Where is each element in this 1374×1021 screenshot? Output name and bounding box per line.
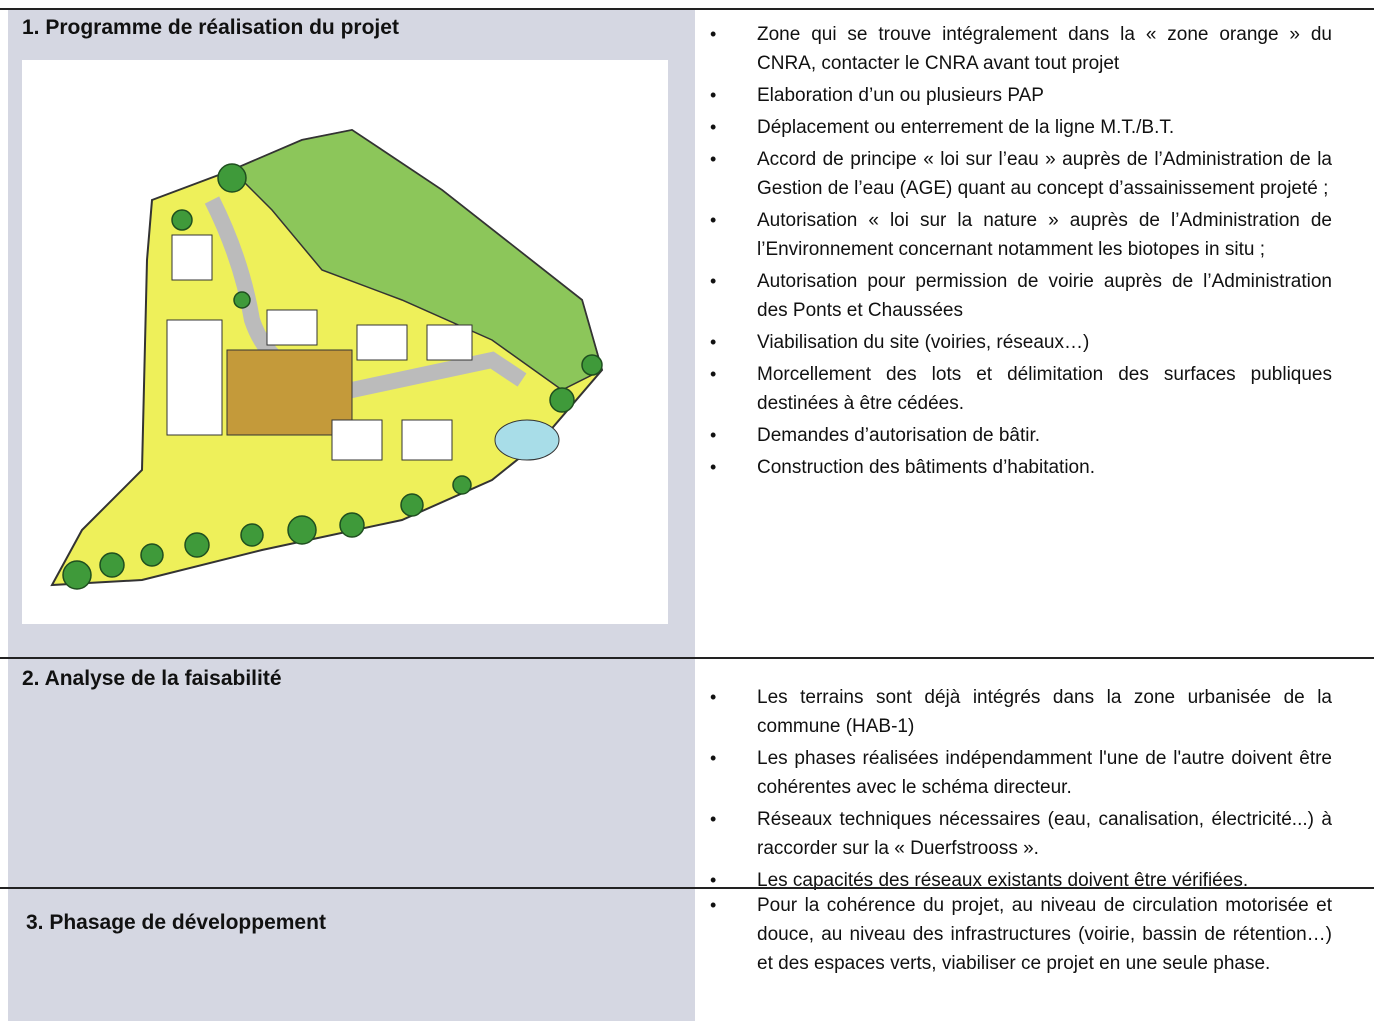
section-row: 3. Phasage de développement Pour la cohé… — [0, 887, 1374, 1021]
bullet-item: Déplacement ou enterrement de la ligne M… — [702, 113, 1332, 142]
bullet-item: Réseaux techniques nécessaires (eau, can… — [702, 805, 1332, 863]
bullet-item: Elaboration d’un ou plusieurs PAP — [702, 81, 1332, 110]
bullet-list: Zone qui se trouve intégralement dans la… — [702, 20, 1332, 482]
bullet-list: Les terrains sont déjà intégrés dans la … — [702, 683, 1332, 895]
bullet-list: Pour la cohérence du projet, au niveau d… — [702, 891, 1332, 978]
right-cell: Zone qui se trouve intégralement dans la… — [702, 20, 1332, 485]
bullet-item: Accord de principe « loi sur l’eau » aup… — [702, 145, 1332, 203]
bullet-item: Les phases réalisées indépendamment l'un… — [702, 744, 1332, 802]
left-cell: 1. Programme de réalisation du projet — [8, 10, 695, 658]
left-cell: 2. Analyse de la faisabilité — [8, 659, 695, 888]
section-row: 1. Programme de réalisation du projet Zo… — [0, 8, 1374, 658]
site-plan — [22, 60, 668, 624]
section-heading: 3. Phasage de développement — [26, 911, 326, 934]
bullet-item: Morcellement des lots et délimitation de… — [702, 360, 1332, 418]
section-row: 2. Analyse de la faisabilité Les terrain… — [0, 657, 1374, 895]
bullet-item: Pour la cohérence du projet, au niveau d… — [702, 891, 1332, 978]
bullet-item: Autorisation « loi sur la nature » auprè… — [702, 206, 1332, 264]
left-cell: 3. Phasage de développement — [8, 889, 695, 1021]
bullet-item: Viabilisation du site (voiries, réseaux…… — [702, 328, 1332, 357]
section-heading: 1. Programme de réalisation du projet — [22, 16, 399, 39]
bullet-item: Demandes d’autorisation de bâtir. — [702, 421, 1332, 450]
bullet-item: Les capacités des réseaux existants doiv… — [702, 866, 1332, 895]
bullet-item: Autorisation pour permission de voirie a… — [702, 267, 1332, 325]
bullet-item: Construction des bâtiments d’habitation. — [702, 453, 1332, 482]
bullet-item: Les terrains sont déjà intégrés dans la … — [702, 683, 1332, 741]
right-cell: Les terrains sont déjà intégrés dans la … — [702, 683, 1332, 898]
bullet-item: Zone qui se trouve intégralement dans la… — [702, 20, 1332, 78]
section-heading: 2. Analyse de la faisabilité — [22, 667, 282, 690]
right-cell: Pour la cohérence du projet, au niveau d… — [702, 891, 1332, 981]
